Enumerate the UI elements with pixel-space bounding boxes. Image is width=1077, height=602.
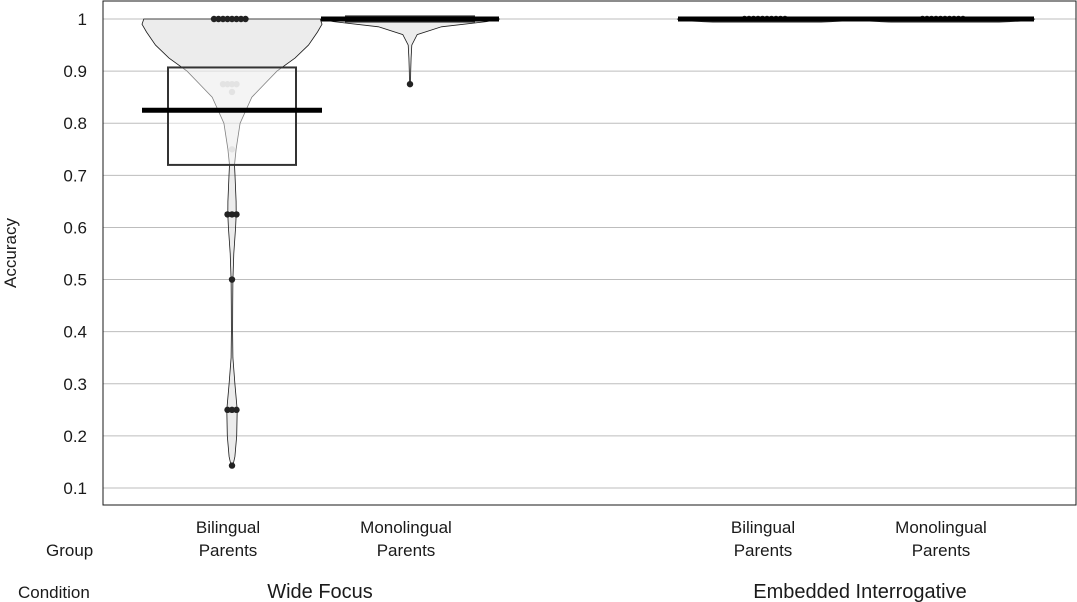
x-axis-labels: Bilingual Parents Monolingual Parents Biling… (196, 518, 987, 602)
y-tick-label: 0.1 (63, 479, 87, 498)
y-tick-label: 0.9 (63, 62, 87, 81)
y-tick-label: 0.8 (63, 114, 87, 133)
group-label-line2: Parents (912, 541, 971, 560)
data-point (233, 80, 240, 88)
data-point (233, 15, 240, 23)
data-point (237, 15, 245, 23)
data-point (219, 80, 227, 88)
data-point (406, 80, 414, 88)
bean (319, 18, 501, 85)
y-tick-label: 0.3 (63, 375, 87, 394)
bean (141, 18, 323, 468)
group-label-line1: Bilingual (731, 518, 795, 537)
group-label-line1: Monolingual (360, 518, 452, 537)
data-point (228, 276, 236, 283)
data-point (228, 88, 236, 96)
point-layer (210, 15, 967, 469)
group-label-line1: Monolingual (895, 518, 987, 537)
group-label-line1: Bilingual (196, 518, 260, 537)
data-point (228, 462, 236, 469)
group-row-label: Group (46, 541, 93, 560)
condition-label: Wide Focus (267, 581, 373, 602)
hdi-box (167, 66, 297, 166)
y-tick-label: 0.5 (63, 271, 87, 290)
group-label-line2: Parents (377, 541, 436, 560)
y-tick-label: 0.4 (63, 323, 87, 342)
y-tick-label: 0.7 (63, 166, 87, 185)
y-axis-title: Accuracy (1, 218, 20, 288)
y-tick-label: 0.6 (63, 218, 87, 237)
data-point (228, 146, 236, 153)
data-point (215, 15, 222, 23)
data-point (224, 80, 231, 88)
data-point (224, 406, 231, 414)
data-point (210, 15, 218, 23)
data-point (224, 211, 231, 218)
data-point (228, 15, 236, 23)
condition-label: Embedded Interrogative (753, 581, 966, 602)
y-tick-label: 1 (78, 10, 87, 29)
data-point (233, 211, 240, 218)
data-point (242, 15, 249, 23)
data-point (228, 211, 236, 218)
data-point (228, 406, 236, 414)
y-axis: 0.1 0.2 0.3 0.4 0.5 0.6 0.7 0.8 0.9 1 (63, 10, 87, 498)
hdi-layer (167, 15, 1010, 166)
condition-row-label: Condition (18, 583, 90, 602)
plot-frame (102, 0, 1077, 506)
data-point (233, 406, 240, 414)
group-label-line2: Parents (734, 541, 793, 560)
group-label-line2: Parents (199, 541, 258, 560)
y-tick-label: 0.2 (63, 427, 87, 446)
data-point (228, 80, 236, 88)
data-point (224, 15, 231, 23)
mean-layer (142, 16, 1034, 113)
data-point (219, 15, 227, 23)
